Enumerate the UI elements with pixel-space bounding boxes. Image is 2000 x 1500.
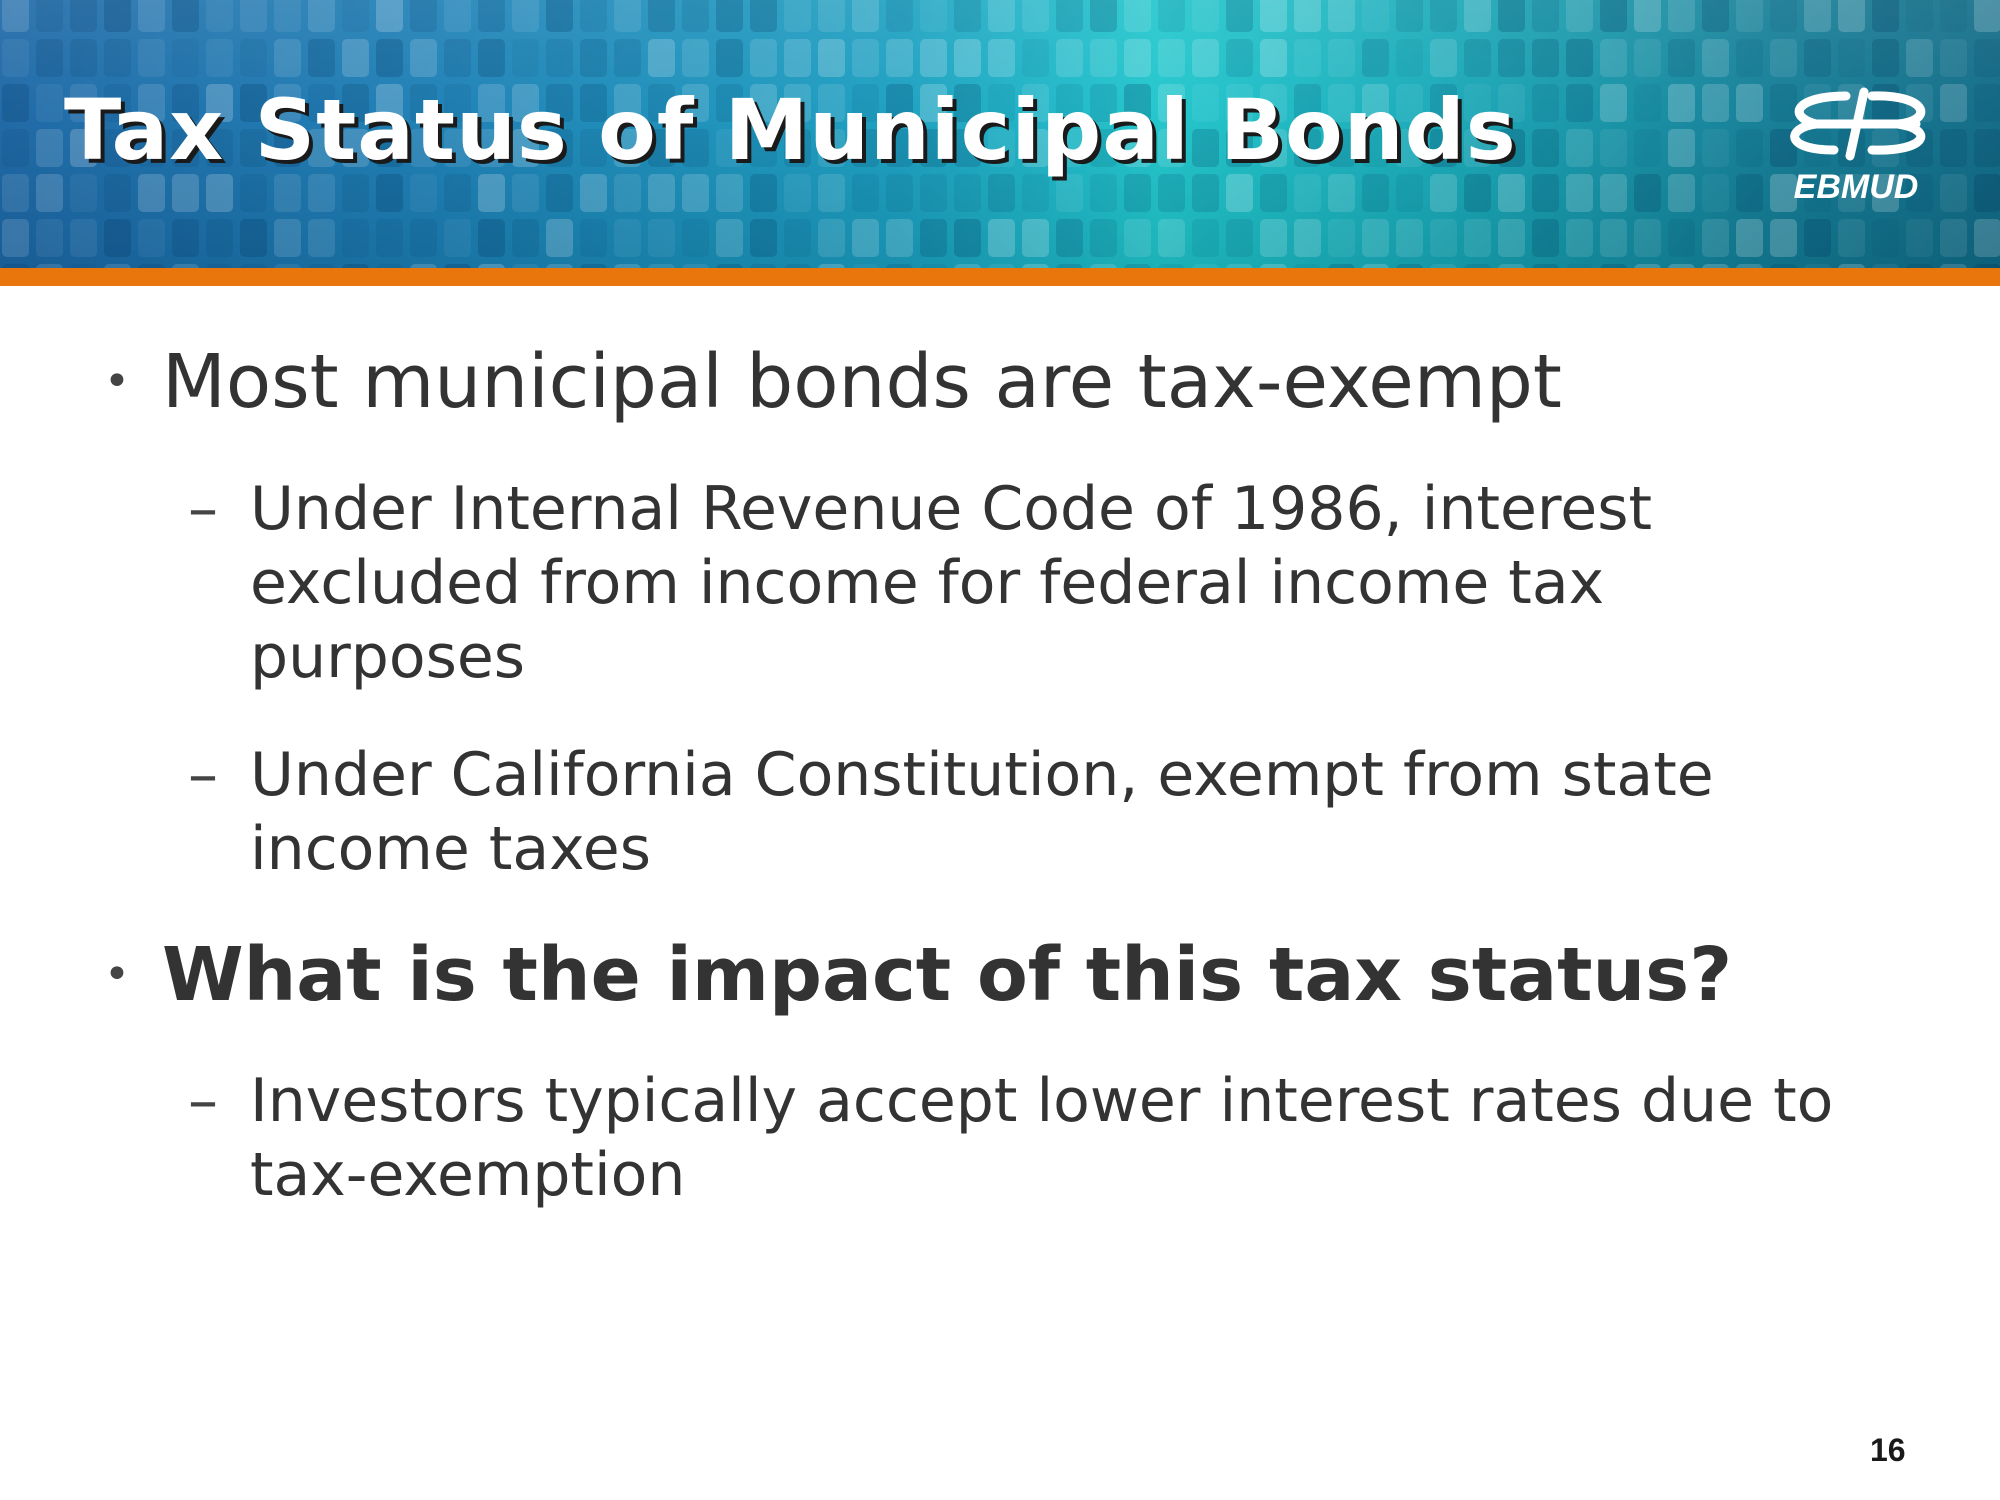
bullet-1-sub-2-text: Under California Constitution, exempt fr… [250,740,1714,884]
logo-text: EBMUD [1794,168,1919,206]
slide-title: Tax Status of Municipal Bonds [64,81,1517,179]
sub-bullet-marker: – [188,474,218,544]
bullet-marker: • [104,356,130,407]
page-number: 16 [1870,1432,1906,1468]
header-accent-bar [0,268,2000,286]
header-tile-pattern [2,0,2000,268]
bullet-marker: • [104,949,130,1000]
slide-header-banner: Tax Status of Municipal Bonds EBMUD [0,0,2000,268]
sub-bullet-marker: – [188,1066,218,1136]
bullet-2-text: What is the impact of this tax status? [162,932,1733,1018]
bullet-1-sub-1-text: Under Internal Revenue Code of 1986, int… [250,474,1652,692]
bullet-1-text: Most municipal bonds are tax-exempt [162,339,1562,425]
ebmud-logo: EBMUD [1790,87,1926,206]
bullet-2-sub-1-text: Investors typically accept lower interes… [250,1066,1834,1210]
sub-bullet-marker: – [188,740,218,810]
